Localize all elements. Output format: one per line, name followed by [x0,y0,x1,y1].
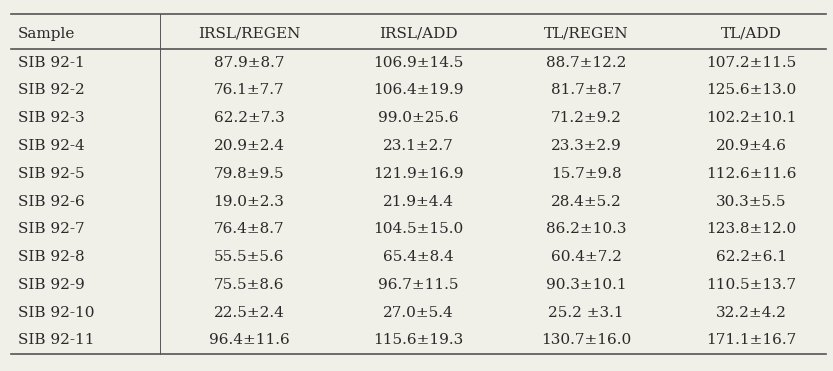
Text: SIB 92-4: SIB 92-4 [17,139,84,153]
Text: 76.1±7.7: 76.1±7.7 [213,83,284,98]
Text: IRSL/REGEN: IRSL/REGEN [197,27,300,40]
Text: 25.2 ±3.1: 25.2 ±3.1 [548,306,624,320]
Text: 123.8±12.0: 123.8±12.0 [706,222,796,236]
Text: 65.4±8.4: 65.4±8.4 [383,250,454,264]
Text: SIB 92-3: SIB 92-3 [17,111,84,125]
Text: 87.9±8.7: 87.9±8.7 [214,56,284,70]
Text: SIB 92-2: SIB 92-2 [17,83,84,98]
Text: Sample: Sample [17,27,75,40]
Text: SIB 92-10: SIB 92-10 [17,306,94,320]
Text: 28.4±5.2: 28.4±5.2 [551,194,621,209]
Text: SIB 92-6: SIB 92-6 [17,194,84,209]
Text: 32.2±4.2: 32.2±4.2 [716,306,787,320]
Text: 76.4±8.7: 76.4±8.7 [213,222,284,236]
Text: 106.9±14.5: 106.9±14.5 [373,56,464,70]
Text: 22.5±2.4: 22.5±2.4 [213,306,284,320]
Text: IRSL/ADD: IRSL/ADD [379,27,458,40]
Text: 75.5±8.6: 75.5±8.6 [214,278,284,292]
Text: 23.1±2.7: 23.1±2.7 [383,139,454,153]
Text: 60.4±7.2: 60.4±7.2 [551,250,621,264]
Text: 115.6±19.3: 115.6±19.3 [373,334,464,348]
Text: 171.1±16.7: 171.1±16.7 [706,334,796,348]
Text: SIB 92-7: SIB 92-7 [17,222,84,236]
Text: SIB 92-1: SIB 92-1 [17,56,84,70]
Text: 71.2±9.2: 71.2±9.2 [551,111,621,125]
Text: 79.8±9.5: 79.8±9.5 [213,167,284,181]
Text: 88.7±12.2: 88.7±12.2 [546,56,626,70]
Text: 86.2±10.3: 86.2±10.3 [546,222,626,236]
Text: 27.0±5.4: 27.0±5.4 [383,306,454,320]
Text: 15.7±9.8: 15.7±9.8 [551,167,621,181]
Text: 110.5±13.7: 110.5±13.7 [706,278,796,292]
Text: 99.0±25.6: 99.0±25.6 [378,111,459,125]
Text: SIB 92-11: SIB 92-11 [17,334,94,348]
Text: TL/REGEN: TL/REGEN [544,27,628,40]
Text: 107.2±11.5: 107.2±11.5 [706,56,796,70]
Text: 104.5±15.0: 104.5±15.0 [373,222,464,236]
Text: 21.9±4.4: 21.9±4.4 [383,194,454,209]
Text: 20.9±4.6: 20.9±4.6 [716,139,787,153]
Text: 81.7±8.7: 81.7±8.7 [551,83,621,98]
Text: 121.9±16.9: 121.9±16.9 [373,167,464,181]
Text: 62.2±6.1: 62.2±6.1 [716,250,787,264]
Text: SIB 92-8: SIB 92-8 [17,250,84,264]
Text: 90.3±10.1: 90.3±10.1 [546,278,626,292]
Text: 19.0±2.3: 19.0±2.3 [213,194,284,209]
Text: 102.2±10.1: 102.2±10.1 [706,111,797,125]
Text: 96.4±11.6: 96.4±11.6 [208,334,289,348]
Text: 125.6±13.0: 125.6±13.0 [706,83,796,98]
Text: 96.7±11.5: 96.7±11.5 [378,278,459,292]
Text: SIB 92-5: SIB 92-5 [17,167,84,181]
Text: 30.3±5.5: 30.3±5.5 [716,194,787,209]
Text: 55.5±5.6: 55.5±5.6 [214,250,284,264]
Text: 62.2±7.3: 62.2±7.3 [213,111,284,125]
Text: 130.7±16.0: 130.7±16.0 [541,334,631,348]
Text: 20.9±2.4: 20.9±2.4 [213,139,284,153]
Text: SIB 92-9: SIB 92-9 [17,278,84,292]
Text: 106.4±19.9: 106.4±19.9 [373,83,464,98]
Text: TL/ADD: TL/ADD [721,27,782,40]
Text: 23.3±2.9: 23.3±2.9 [551,139,621,153]
Text: 112.6±11.6: 112.6±11.6 [706,167,797,181]
